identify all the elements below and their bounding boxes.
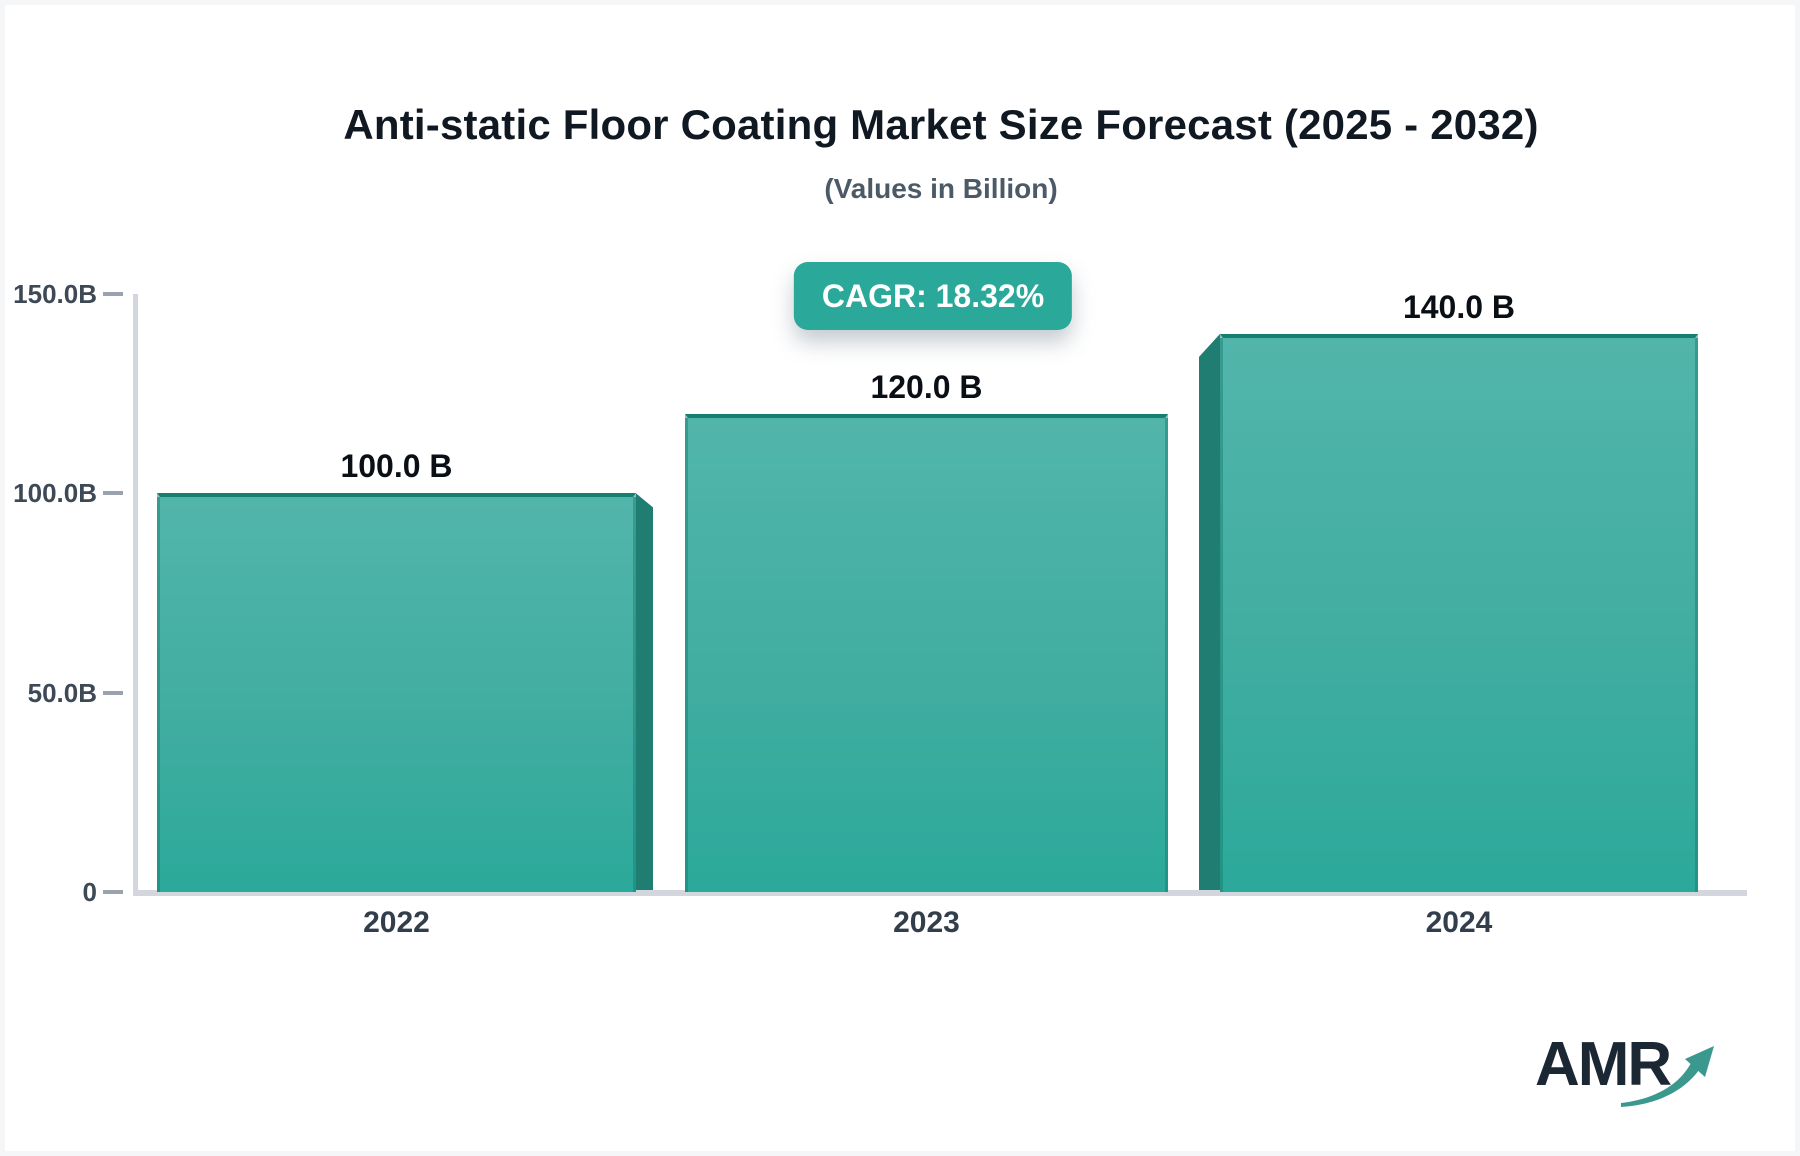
bar-2024 — [1220, 333, 1698, 892]
y-tick-label: 0 — [82, 877, 97, 907]
y-tick-label: 50.0B — [27, 677, 97, 708]
x-axis-label: 2023 — [893, 906, 960, 939]
y-tick-label: 100.0B — [13, 478, 97, 509]
y-tick-mark — [103, 890, 123, 894]
cagr-badge: CAGR: 18.32% — [793, 262, 1073, 330]
y-axis-line — [133, 294, 138, 895]
bar-value-label: 100.0 B — [340, 448, 453, 485]
page-title: Anti-static Floor Coating Market Size Fo… — [343, 101, 1539, 148]
y-tick-label: 150.0B — [13, 279, 97, 309]
bar-side-face-2022 — [636, 493, 653, 890]
x-axis-label: 2022 — [363, 906, 430, 939]
y-tick-mark — [103, 491, 123, 496]
y-tick-mark — [103, 292, 123, 296]
growth-arrow-icon — [1621, 1046, 1714, 1107]
bar-value-label: 140.0 B — [1402, 288, 1516, 325]
amr-logo-text: AMR — [1535, 1030, 1672, 1099]
y-tick-mark — [103, 690, 123, 695]
bar-2023 — [685, 413, 1168, 892]
x-axis-line — [133, 890, 1747, 896]
page-subtitle: (Values in Billion) — [824, 173, 1058, 204]
x-axis-label: 2024 — [1425, 906, 1493, 939]
bar-value-label: 120.0 B — [870, 368, 983, 405]
bar-2022 — [157, 493, 636, 892]
bar-side-face-2024 — [1199, 333, 1220, 890]
amr-logo: AMR — [1535, 1029, 1725, 1119]
